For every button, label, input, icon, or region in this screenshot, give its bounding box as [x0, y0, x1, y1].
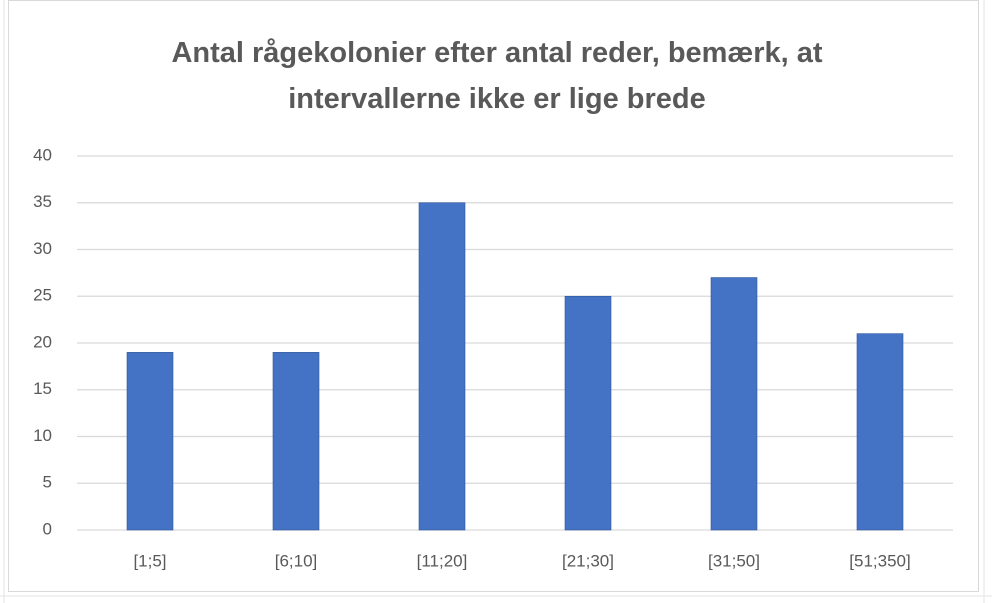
bar	[272, 352, 320, 531]
x-tick-label: [1;5]	[133, 551, 166, 570]
y-tick-label: 25	[33, 286, 52, 305]
y-tick-label: 10	[33, 426, 52, 445]
y-tick-label: 35	[33, 192, 52, 211]
bar	[564, 295, 612, 531]
bar	[856, 333, 904, 531]
y-tick-label: 20	[33, 332, 52, 351]
y-tick-label: 15	[33, 379, 52, 398]
bar	[418, 202, 466, 531]
bar	[126, 352, 174, 531]
x-tick-label: [31;50]	[708, 551, 760, 570]
x-tick-label: [6;10]	[275, 551, 318, 570]
y-tick-label: 5	[43, 473, 52, 492]
y-tick-label: 0	[43, 519, 52, 538]
y-tick-label: 30	[33, 239, 52, 258]
bar	[710, 277, 758, 531]
x-tick-label: [11;20]	[417, 551, 468, 570]
y-tick-label: 40	[33, 145, 52, 164]
chart-title: Antal rågekolonier efter antal reder, be…	[171, 37, 823, 115]
x-tick-label: [21;30]	[562, 551, 614, 570]
x-tick-label: [51;350]	[849, 551, 910, 570]
